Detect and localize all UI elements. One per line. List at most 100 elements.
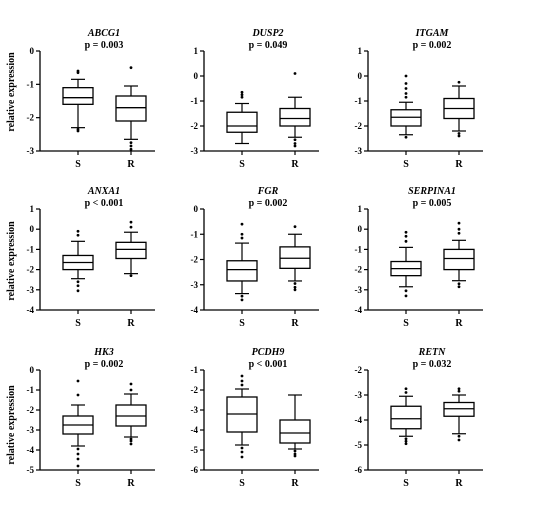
p-value: p = 0.002 xyxy=(413,40,452,51)
box-r xyxy=(115,220,147,278)
outlier-point xyxy=(240,446,244,450)
y-tick-label: 1 xyxy=(358,204,363,214)
y-tick-label: -3 xyxy=(355,390,363,400)
outlier-point xyxy=(293,285,297,289)
y-tick-label: -2 xyxy=(355,265,363,275)
y-tick-label: -3 xyxy=(27,425,35,435)
outlier-point xyxy=(457,132,461,135)
outlier-point xyxy=(76,464,80,468)
outlier-point xyxy=(240,90,244,94)
outlier-point xyxy=(404,437,408,441)
y-tick-label: 0 xyxy=(358,224,363,234)
y-tick-label: -2 xyxy=(191,121,199,131)
box-r xyxy=(279,225,311,292)
y-axis-label-row-2: relative expression xyxy=(6,221,17,301)
p-value: p < 0.001 xyxy=(249,359,288,370)
category-label-s: S xyxy=(75,159,81,170)
category-label-s: S xyxy=(403,159,409,170)
y-tick-label: -1 xyxy=(27,244,35,254)
y-tick-label: 0 xyxy=(358,71,363,81)
outlier-point xyxy=(293,282,297,285)
outlier-point xyxy=(457,80,461,84)
category-label-s: S xyxy=(403,318,409,329)
p-value: p < 0.001 xyxy=(85,198,124,209)
box-r xyxy=(115,66,147,151)
category-label-s: S xyxy=(239,318,245,329)
box-s xyxy=(62,229,94,293)
outlier-point xyxy=(457,389,461,393)
outlier-point xyxy=(129,147,133,151)
y-tick-label: -2 xyxy=(27,405,35,415)
outlier-point xyxy=(76,452,80,456)
box-r xyxy=(443,221,475,289)
gene-title: ANXA1 xyxy=(87,186,120,197)
y-tick-label: 0 xyxy=(30,365,35,375)
y-tick-label: -1 xyxy=(191,365,199,375)
y-tick-label: 0 xyxy=(30,46,35,56)
outlier-point xyxy=(293,225,297,229)
y-tick-label: -3 xyxy=(27,285,35,295)
outlier-point xyxy=(240,93,244,97)
outlier-point xyxy=(129,141,133,145)
outlier-point xyxy=(404,289,408,293)
outlier-point xyxy=(293,449,297,453)
box-r xyxy=(279,72,311,148)
outlier-point xyxy=(404,387,408,391)
y-tick-label: -1 xyxy=(27,79,35,89)
outlier-point xyxy=(76,233,80,237)
outlier-point xyxy=(76,447,80,451)
outlier-point xyxy=(404,239,408,243)
outlier-point xyxy=(76,69,80,73)
gene-title: SERPINA1 xyxy=(408,186,456,197)
outlier-point xyxy=(76,280,80,284)
outlier-point xyxy=(457,285,461,289)
y-tick-label: 1 xyxy=(194,46,199,56)
y-tick-label: 1 xyxy=(30,204,35,214)
category-label-r: R xyxy=(127,478,135,489)
y-tick-label: -2 xyxy=(27,265,35,275)
outlier-point xyxy=(129,439,133,443)
category-label-s: S xyxy=(239,478,245,489)
gene-title: RETN xyxy=(418,347,446,358)
y-tick-label: 1 xyxy=(358,46,363,56)
p-value: p = 0.032 xyxy=(413,359,452,370)
outlier-point xyxy=(129,220,133,224)
y-tick-label: -1 xyxy=(355,244,363,254)
iqr-box xyxy=(279,419,311,444)
iqr-box xyxy=(279,107,311,127)
p-value: p = 0.049 xyxy=(249,40,288,51)
outlier-point xyxy=(404,87,408,90)
outlier-point xyxy=(457,134,461,138)
outlier-point xyxy=(240,222,244,226)
outlier-point xyxy=(457,282,461,286)
y-tick-label: -2 xyxy=(191,385,199,395)
category-label-r: R xyxy=(127,159,135,170)
outlier-point xyxy=(404,391,408,394)
box-s xyxy=(390,230,422,298)
outlier-point xyxy=(76,129,80,133)
y-tick-label: -5 xyxy=(191,445,199,455)
y-tick-label: -1 xyxy=(27,385,35,395)
gene-title: PCDH9 xyxy=(252,347,285,358)
iqr-box xyxy=(390,405,422,430)
outlier-point xyxy=(293,454,297,458)
outlier-point xyxy=(240,236,244,240)
outlier-point xyxy=(240,450,244,454)
gene-title: HK3 xyxy=(93,347,113,358)
y-tick-label: -2 xyxy=(355,121,363,131)
iqr-box xyxy=(115,241,147,260)
y-tick-label: -2 xyxy=(355,365,363,375)
gene-title: FGR xyxy=(257,186,279,197)
box-s xyxy=(62,379,94,468)
p-value: p = 0.005 xyxy=(413,198,452,209)
outlier-point xyxy=(240,455,244,459)
outlier-point xyxy=(240,95,244,99)
outlier-point xyxy=(76,284,80,288)
y-tick-label: -3 xyxy=(191,280,199,290)
category-label-s: S xyxy=(75,478,81,489)
